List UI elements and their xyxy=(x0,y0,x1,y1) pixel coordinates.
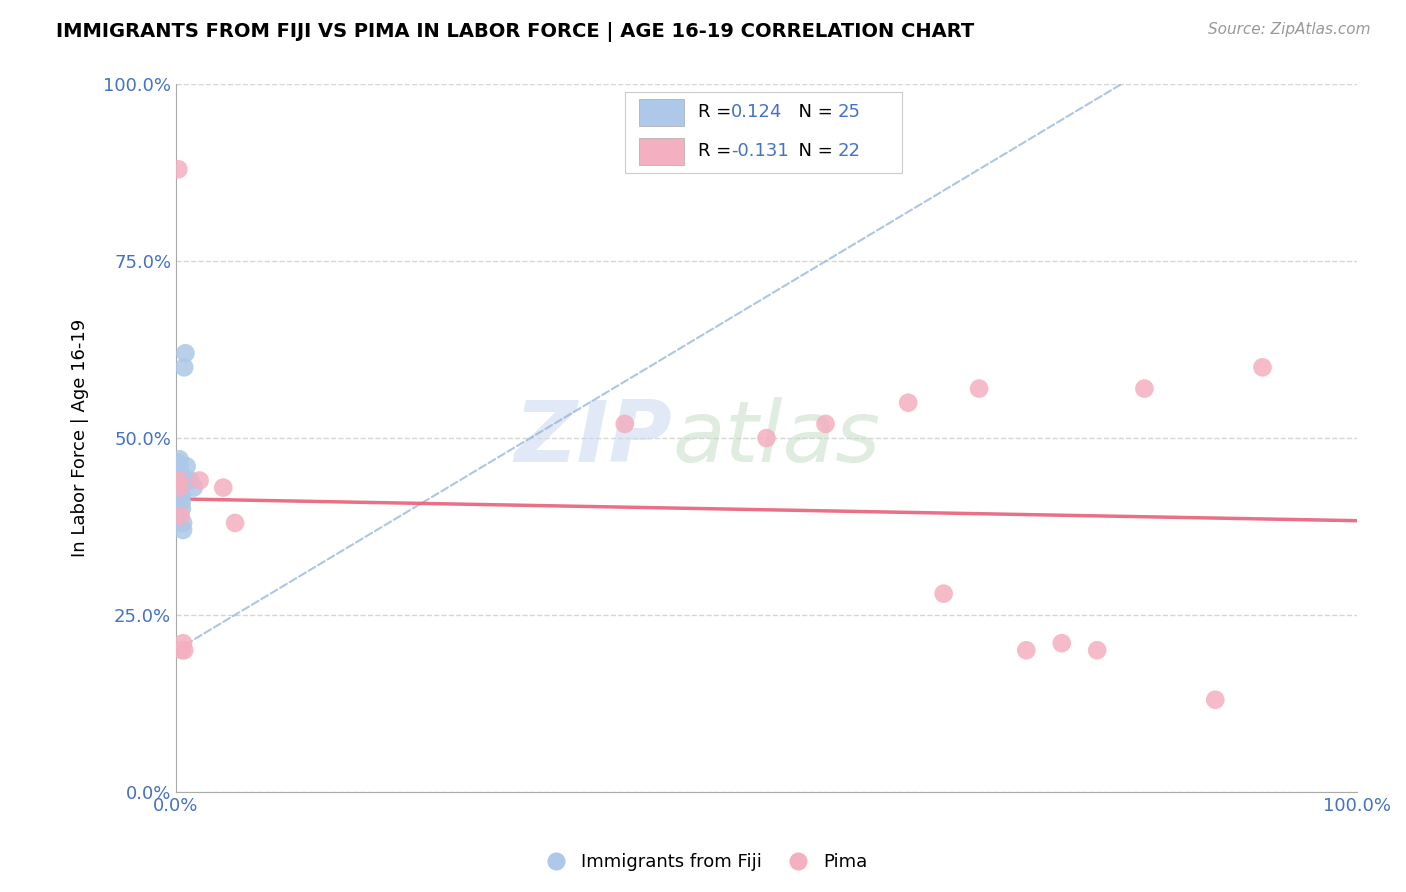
Point xyxy=(169,459,191,474)
Point xyxy=(1204,692,1226,706)
Text: -0.131: -0.131 xyxy=(731,143,789,161)
Legend: Immigrants from Fiji, Pima: Immigrants from Fiji, Pima xyxy=(531,847,875,879)
Point xyxy=(814,417,837,431)
Point xyxy=(170,481,193,495)
Text: 22: 22 xyxy=(838,143,860,161)
Point xyxy=(176,459,198,474)
Point xyxy=(177,474,200,488)
Text: 0.124: 0.124 xyxy=(731,103,783,121)
Point xyxy=(172,636,194,650)
Point xyxy=(1015,643,1038,657)
Point xyxy=(170,488,193,502)
Point xyxy=(897,395,920,409)
Point xyxy=(170,643,193,657)
Point xyxy=(170,494,193,508)
Point xyxy=(755,431,778,445)
Point xyxy=(169,474,191,488)
Point xyxy=(1251,360,1274,375)
Point xyxy=(172,516,194,530)
Point xyxy=(166,474,188,488)
Point xyxy=(967,382,990,396)
Point xyxy=(212,481,235,495)
Point xyxy=(179,474,201,488)
Bar xyxy=(638,99,683,126)
Point xyxy=(174,346,197,360)
Point xyxy=(173,360,195,375)
Point xyxy=(167,477,190,491)
Text: R =: R = xyxy=(697,143,737,161)
Point xyxy=(188,474,211,488)
Point xyxy=(169,474,191,488)
Point xyxy=(224,516,246,530)
Point xyxy=(170,467,193,481)
Text: N =: N = xyxy=(786,103,838,121)
Point xyxy=(183,481,205,495)
Text: 25: 25 xyxy=(838,103,860,121)
Point xyxy=(170,488,193,502)
Point xyxy=(1085,643,1108,657)
Bar xyxy=(638,138,683,165)
Text: IMMIGRANTS FROM FIJI VS PIMA IN LABOR FORCE | AGE 16-19 CORRELATION CHART: IMMIGRANTS FROM FIJI VS PIMA IN LABOR FO… xyxy=(56,22,974,42)
Point xyxy=(173,643,195,657)
Point xyxy=(169,452,191,467)
Point xyxy=(166,463,188,477)
Text: N =: N = xyxy=(786,143,838,161)
Point xyxy=(167,459,190,474)
Y-axis label: In Labor Force | Age 16-19: In Labor Force | Age 16-19 xyxy=(72,319,89,558)
Point xyxy=(1050,636,1073,650)
Point xyxy=(169,467,191,481)
Point xyxy=(172,523,194,537)
Text: atlas: atlas xyxy=(672,397,880,480)
Bar xyxy=(624,92,903,173)
Point xyxy=(170,470,193,484)
Point xyxy=(170,508,193,523)
Text: R =: R = xyxy=(697,103,737,121)
Point xyxy=(169,481,191,495)
Point xyxy=(170,501,193,516)
Text: ZIP: ZIP xyxy=(515,397,672,480)
Point xyxy=(932,587,955,601)
Point xyxy=(167,456,190,470)
Point xyxy=(613,417,636,431)
Point xyxy=(169,463,191,477)
Point xyxy=(1133,382,1156,396)
Text: Source: ZipAtlas.com: Source: ZipAtlas.com xyxy=(1208,22,1371,37)
Point xyxy=(167,162,190,177)
